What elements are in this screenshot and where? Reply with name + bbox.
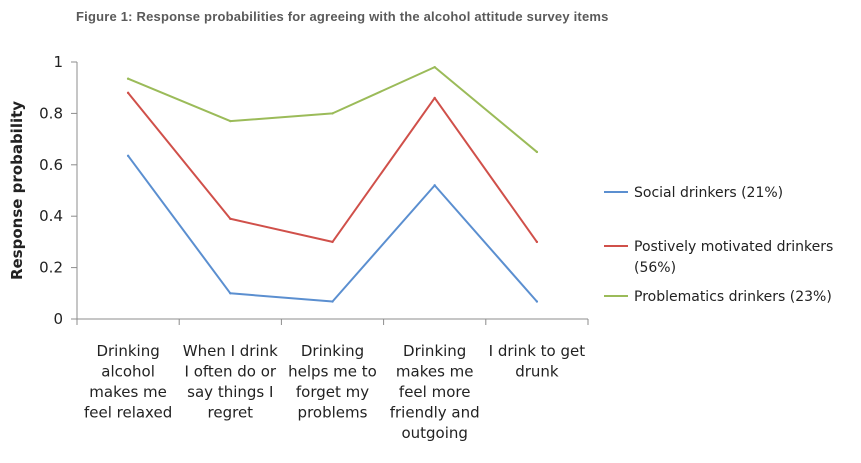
y-axis-title: Response probability [8, 101, 26, 280]
data-point [535, 150, 539, 154]
data-point [433, 96, 436, 100]
data-point [433, 184, 436, 187]
legend-label: Postively motivated drinkers (56%) [634, 239, 833, 276]
x-category-label: Drinking makes me feel more friendly and out… [390, 342, 480, 442]
legend-label: Problematics drinkers (23%) [634, 289, 832, 305]
series-line [127, 66, 538, 153]
y-tick-label: 0.4 [39, 207, 63, 225]
series-line [127, 154, 538, 303]
x-category-label: Drinking helps me to forget my problems [288, 342, 377, 422]
data-point [535, 300, 539, 303]
x-category-label: Drinking alcohol makes me feel relaxed [84, 342, 172, 422]
y-tick-label: 0.6 [39, 156, 63, 174]
y-tick-label: 0 [53, 310, 63, 328]
y-tick-label: 1 [53, 53, 63, 71]
x-category-label: I drink to get drunk [489, 342, 586, 381]
y-tick-label: 0.2 [39, 259, 63, 277]
y-tick-label: 0.8 [39, 104, 63, 122]
data-point [331, 300, 334, 303]
data-point [229, 292, 232, 295]
data-point [331, 240, 334, 244]
data-point [126, 154, 130, 158]
series-line [127, 91, 538, 243]
data-point [433, 65, 436, 69]
data-point [126, 91, 130, 95]
data-point [126, 77, 130, 80]
data-point [229, 119, 232, 123]
data-point [331, 112, 334, 115]
figure-title: Figure 1: Response probabilities for agr… [76, 9, 609, 24]
data-point [229, 217, 232, 220]
legend-label: Social drinkers (21%) [634, 185, 783, 201]
data-point [535, 240, 539, 244]
